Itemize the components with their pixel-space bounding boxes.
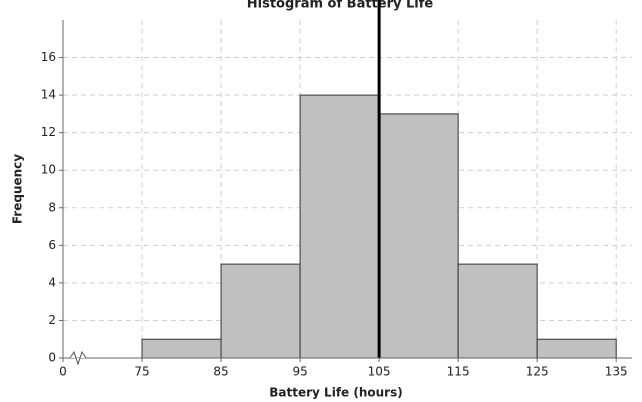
x-tick-label: 105 — [368, 365, 391, 379]
y-tick-label: 6 — [48, 238, 56, 252]
y-tick-label: 8 — [48, 200, 56, 214]
y-tick-label: 4 — [48, 275, 56, 289]
axis-break — [69, 350, 87, 366]
plot-area — [141, 0, 617, 359]
y-tick-label: 2 — [48, 313, 56, 327]
x-tick-label: 115 — [447, 365, 470, 379]
bar — [536, 338, 617, 359]
y-tick-label: 14 — [41, 88, 56, 102]
bar — [299, 94, 380, 359]
x-tick-label: 0 — [59, 365, 67, 379]
x-tick-label: 75 — [134, 365, 149, 379]
x-tick-label: 125 — [526, 365, 549, 379]
y-tick-label: 12 — [41, 125, 56, 139]
y-axis-label: Frequency — [11, 154, 25, 224]
y-tick-label: 10 — [41, 163, 56, 177]
x-tick-label: 85 — [213, 365, 228, 379]
y-tick-label: 16 — [41, 50, 56, 64]
x-axis-label: Battery Life (hours) — [269, 386, 402, 400]
x-tick-label: 95 — [292, 365, 307, 379]
bar — [141, 338, 222, 359]
x-tick-label: 135 — [605, 365, 628, 379]
chart-title: Histogram of Battery Life — [247, 0, 434, 12]
bar — [220, 263, 301, 359]
bar — [457, 263, 538, 359]
bar — [378, 113, 459, 359]
y-tick-label: 0 — [48, 351, 56, 365]
